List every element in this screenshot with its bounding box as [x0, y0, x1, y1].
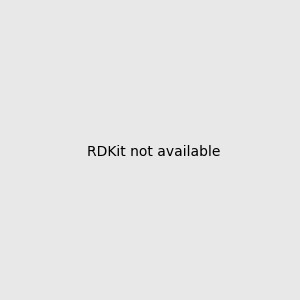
Text: RDKit not available: RDKit not available [87, 145, 220, 158]
